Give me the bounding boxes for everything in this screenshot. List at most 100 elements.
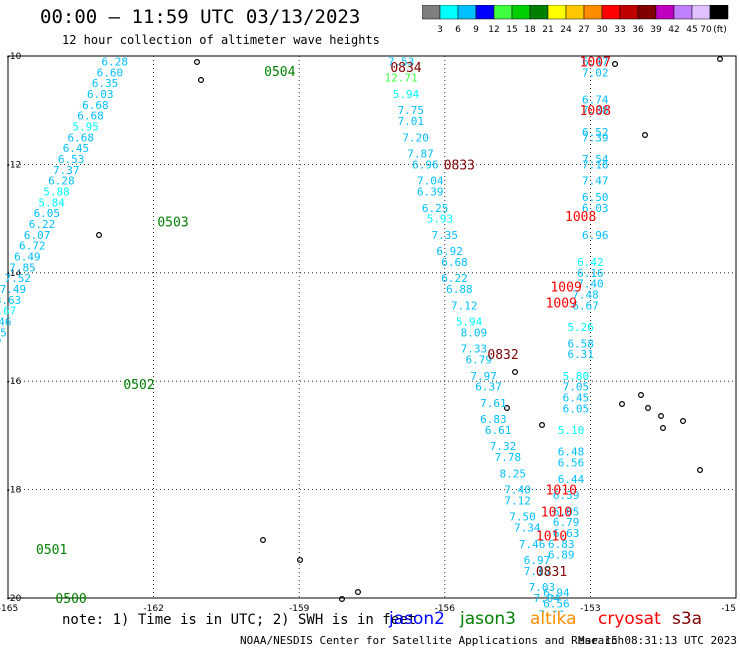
pass-time-label: 0832 xyxy=(487,348,518,363)
pass-time-label: 1010 xyxy=(541,505,572,520)
pass-time-label: 0503 xyxy=(157,215,188,230)
x-tick-label: -153 xyxy=(580,604,600,612)
wave-height-label: 7.53 xyxy=(388,55,415,68)
color-scale-tick: 30 xyxy=(596,25,608,35)
wave-height-label: 7.50 xyxy=(509,511,536,524)
island-outline xyxy=(504,405,511,412)
wave-height-label: 6.35 xyxy=(92,77,119,90)
wave-height-label: 7.75 xyxy=(398,104,425,117)
wave-height-label: 6.22 xyxy=(441,272,468,285)
wave-height-label: 6.37 xyxy=(475,381,502,394)
pass-time-label: 0834 xyxy=(390,61,421,76)
wave-height-label: 6.03 xyxy=(87,88,114,101)
wave-height-label: 5.93 xyxy=(427,213,454,226)
y-tick-label: -12 xyxy=(7,160,22,170)
color-swatch xyxy=(709,5,729,20)
color-scale-tick: 33 xyxy=(614,25,625,35)
color-scale-tick: 18 xyxy=(524,25,536,35)
y-tick-label: -16 xyxy=(7,377,22,387)
island-outline xyxy=(679,418,686,425)
plot-frame xyxy=(7,55,737,599)
color-scale-tick: 36 xyxy=(632,25,644,35)
x-tick-label: -159 xyxy=(289,604,310,612)
wave-height-label: 6.05 xyxy=(34,207,61,220)
legend-s3a: s3a xyxy=(672,609,703,629)
wave-height-label: 6.49 xyxy=(14,251,41,264)
wave-height-label: 6.39 xyxy=(417,186,444,199)
wave-height-label: 6.50 xyxy=(582,191,609,204)
wave-height-label: 7.87 xyxy=(407,148,434,161)
wave-height-label: 7.12 xyxy=(504,494,531,507)
wave-height-label: 6.83 xyxy=(548,538,575,551)
wave-height-label: 6.56 xyxy=(558,457,585,470)
pass-time-label: 0504 xyxy=(264,65,295,80)
wave-height-label: 6.68 xyxy=(77,110,104,123)
wave-height-label: 7.15 xyxy=(524,565,551,578)
wave-height-label: 7.35 xyxy=(432,229,459,242)
wave-height-label: 7.32 xyxy=(490,440,517,453)
wave-height-label: 6.56 xyxy=(543,597,570,610)
wave-height-label: 7.38 xyxy=(582,104,609,117)
wave-height-label: 12.71 xyxy=(385,72,418,85)
wave-height-label: 7.16 xyxy=(582,158,609,171)
wave-height-label: 6.96 xyxy=(412,158,439,171)
legend-altika: altika xyxy=(530,609,577,629)
wave-height-label: 6.28 xyxy=(48,175,75,188)
color-scale-tick: 39 xyxy=(650,25,662,35)
color-scale-tick: 27 xyxy=(578,25,589,35)
pass-time-label: 1008 xyxy=(565,210,596,225)
island-outline xyxy=(260,536,267,543)
legend-cryosat: cryosat xyxy=(598,609,661,629)
wave-height-label: 6.79 xyxy=(553,516,580,529)
wave-height-label: 6.52 xyxy=(582,126,609,139)
island-outline xyxy=(355,588,362,595)
pass-time-label: 0500 xyxy=(55,592,86,607)
color-scale-legend: 3 6 9 12 15 18 21 24 27 30 33 36 39 42 45 70 (ft) xyxy=(422,5,729,35)
y-tick-label: -20 xyxy=(7,594,22,604)
wave-height-label: 6.67 xyxy=(572,299,599,312)
wave-height-label: 7.20 xyxy=(402,131,429,144)
island-outline xyxy=(538,422,545,429)
wave-height-label: 6.31 xyxy=(567,348,594,361)
pass-time-label: 1009 xyxy=(550,280,581,295)
wave-height-label: 6.47 xyxy=(582,55,609,68)
color-scale-tick: 9 xyxy=(473,25,479,35)
island-outline xyxy=(339,595,346,602)
wave-height-label: 7.54 xyxy=(582,153,609,166)
island-outline xyxy=(611,60,618,67)
wave-height-label: 6.79 xyxy=(466,354,493,367)
island-outline xyxy=(716,55,723,62)
wave-height-label: 6.25 xyxy=(422,202,449,215)
wave-height-label: 6.03 xyxy=(582,202,609,215)
wave-height-label: 6.45 xyxy=(63,142,90,155)
pass-time-label: 1009 xyxy=(546,297,577,312)
island-outline xyxy=(511,369,518,376)
wave-height-label: 7.02 xyxy=(582,66,609,79)
island-outline xyxy=(194,58,201,65)
wave-height-label: 6.42 xyxy=(577,256,604,269)
color-scale-tick: 24 xyxy=(560,25,572,35)
wave-height-label: 6.05 xyxy=(553,505,580,518)
color-scale-tick: 70 xyxy=(700,25,712,35)
wave-height-label: 7.40 xyxy=(577,278,604,291)
wave-height-label: 7.03 xyxy=(538,608,565,612)
wave-height-label: 7.34 xyxy=(514,522,541,535)
wave-height-label: 7.03 xyxy=(529,581,556,594)
pass-time-label: 1008 xyxy=(580,104,611,119)
wave-height-label: 7.48 xyxy=(572,288,599,301)
wave-height-label: 7.04 xyxy=(533,592,560,605)
wave-height-label: 5.10 xyxy=(558,424,585,437)
color-scale-tick: 6 xyxy=(455,25,461,35)
wave-height-label: 6.45 xyxy=(563,391,590,404)
wave-height-label: 6.60 xyxy=(97,66,124,79)
wave-height-label: 5.67 xyxy=(0,305,16,318)
wave-height-label: 5.88 xyxy=(43,186,70,199)
wave-height-label: 6.63 xyxy=(553,527,580,540)
wave-height-label: 7.04 xyxy=(417,175,444,188)
wave-height-label: 7.85 xyxy=(9,261,36,274)
wave-height-label: 5.26 xyxy=(567,321,594,334)
island-outline xyxy=(644,405,651,412)
x-tick-label: -162 xyxy=(143,604,163,612)
y-tick-label: -14 xyxy=(7,269,22,279)
wave-height-label: 6.58 xyxy=(567,337,594,350)
